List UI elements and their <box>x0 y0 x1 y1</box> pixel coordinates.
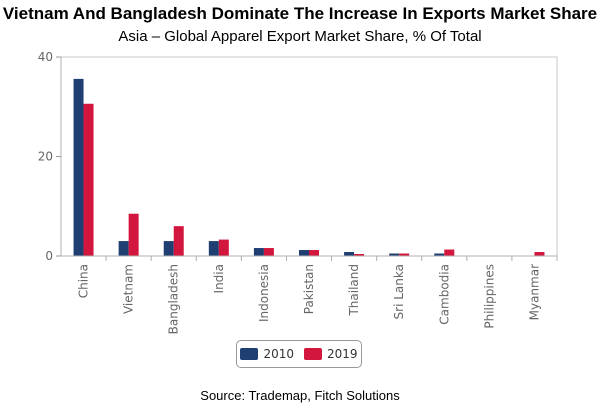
bar-sri-lanka-2019[interactable] <box>399 253 410 256</box>
y-tick-label: 40 <box>38 50 53 64</box>
bar-thailand-2010[interactable] <box>344 252 355 256</box>
source-note: Source: Trademap, Fitch Solutions <box>200 388 400 403</box>
bar-india-2010[interactable] <box>208 241 219 256</box>
x-tick-label: Cambodia <box>437 264 451 325</box>
x-tick-label: Indonesia <box>257 264 271 322</box>
bar-china-2019[interactable] <box>83 103 94 256</box>
legend-label-2019: 2019 <box>327 347 358 361</box>
bar-china-2010[interactable] <box>73 78 84 256</box>
legend-swatch-2010 <box>240 348 259 360</box>
bar-indonesia-2010[interactable] <box>253 248 264 256</box>
x-tick-label: Sri Lanka <box>392 264 406 319</box>
bar-cambodia-2010[interactable] <box>434 253 445 256</box>
bar-vietnam-2019[interactable] <box>128 213 139 256</box>
x-axis: China Vietnam Bangladesh India Indonesia Paki… <box>61 255 558 334</box>
legend-label-2010: 2010 <box>263 347 294 361</box>
legend-item-2019[interactable]: 2019 <box>304 347 358 361</box>
chart-subtitle: Asia – Global Apparel Export Market Shar… <box>118 28 482 45</box>
legend-item-2010[interactable]: 2010 <box>240 347 294 361</box>
x-tick-label: Thailand <box>347 264 361 317</box>
x-tick-label: Bangladesh <box>167 264 181 334</box>
bar-bangladesh-2019[interactable] <box>173 226 184 256</box>
x-tick-label: Myanmar <box>527 264 541 320</box>
x-tick-label: Pakistan <box>302 264 316 314</box>
chart-title: Vietnam And Bangladesh Dominate The Incr… <box>2 4 598 23</box>
x-tick-label: India <box>212 264 226 293</box>
x-tick-label: Philippines <box>482 264 496 329</box>
legend: 2010 2019 <box>236 340 362 368</box>
bar-vietnam-2010[interactable] <box>118 241 129 256</box>
bar-cambodia-2019[interactable] <box>444 249 455 256</box>
bar-indonesia-2019[interactable] <box>263 248 274 256</box>
bar-pakistan-2019[interactable] <box>309 250 319 256</box>
y-tick-label: 20 <box>38 150 53 164</box>
bar-sri-lanka-2010[interactable] <box>389 253 400 256</box>
bar-bangladesh-2010[interactable] <box>163 241 174 256</box>
bar-pakistan-2010[interactable] <box>299 250 309 256</box>
bar-myanmar-2019[interactable] <box>534 252 545 256</box>
bars <box>73 78 545 256</box>
y-tick-label: 0 <box>45 249 53 263</box>
x-tick-label: Vietnam <box>122 264 136 314</box>
legend-swatch-2019 <box>304 348 322 360</box>
bar-india-2019[interactable] <box>218 239 229 256</box>
bar-thailand-2019[interactable] <box>354 254 365 256</box>
y-axis: 0 20 40 <box>38 50 61 263</box>
x-tick-label: China <box>77 264 91 298</box>
